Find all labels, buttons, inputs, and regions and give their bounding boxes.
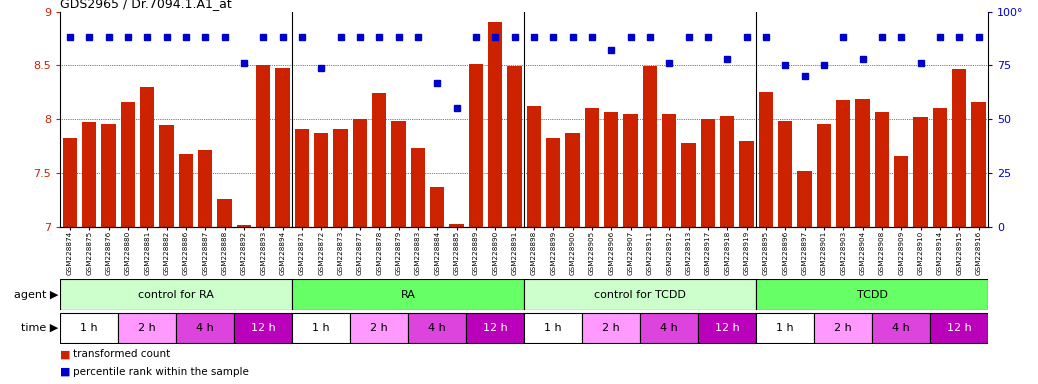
Bar	[872, 313, 930, 343]
Bar	[566, 133, 580, 227]
Text: 12 h: 12 h	[483, 323, 508, 333]
Bar	[198, 151, 213, 227]
Bar	[584, 108, 599, 227]
Bar	[293, 313, 350, 343]
Bar	[546, 137, 561, 227]
Bar	[759, 92, 773, 227]
Text: 1 h: 1 h	[312, 323, 330, 333]
Bar	[313, 133, 328, 227]
Text: ■: ■	[60, 349, 71, 359]
Text: ■: ■	[60, 367, 71, 377]
Bar	[604, 112, 619, 227]
Bar	[449, 224, 464, 227]
Bar	[855, 99, 870, 227]
Bar	[720, 116, 735, 227]
Text: agent ▶: agent ▶	[13, 290, 58, 300]
Bar	[408, 313, 466, 343]
Bar	[952, 69, 966, 227]
Text: 4 h: 4 h	[196, 323, 214, 333]
Bar	[875, 112, 890, 227]
Bar	[701, 119, 715, 227]
Text: control for TCDD: control for TCDD	[594, 290, 686, 300]
Text: 2 h: 2 h	[138, 323, 156, 333]
Bar	[972, 102, 986, 227]
Bar	[372, 93, 386, 227]
Text: 1 h: 1 h	[80, 323, 98, 333]
Bar	[333, 129, 348, 227]
Bar	[235, 313, 292, 343]
Bar	[681, 143, 695, 227]
Bar	[913, 117, 928, 227]
Bar	[179, 154, 193, 227]
Text: time ▶: time ▶	[21, 323, 58, 333]
Bar	[60, 280, 292, 310]
Text: 2 h: 2 h	[371, 323, 388, 333]
Text: 2 h: 2 h	[602, 323, 620, 333]
Bar	[350, 313, 408, 343]
Bar	[930, 313, 988, 343]
Bar	[102, 124, 116, 227]
Bar	[699, 313, 756, 343]
Bar	[508, 66, 522, 227]
Bar	[797, 171, 812, 227]
Text: 12 h: 12 h	[251, 323, 275, 333]
Text: percentile rank within the sample: percentile rank within the sample	[73, 367, 248, 377]
Bar	[140, 87, 155, 227]
Bar	[739, 141, 754, 227]
Bar	[817, 124, 831, 227]
Bar	[82, 122, 97, 227]
Text: 1 h: 1 h	[776, 323, 794, 333]
Bar	[120, 102, 135, 227]
Bar	[237, 225, 251, 227]
Bar	[582, 313, 640, 343]
Bar	[662, 114, 677, 227]
Bar	[256, 65, 271, 227]
Bar	[756, 313, 814, 343]
Text: 4 h: 4 h	[429, 323, 446, 333]
Bar	[836, 100, 850, 227]
Bar	[353, 119, 367, 227]
Bar	[466, 313, 524, 343]
Bar	[643, 66, 657, 227]
Bar	[526, 106, 541, 227]
Bar	[275, 68, 290, 227]
Bar	[159, 125, 173, 227]
Text: 1 h: 1 h	[544, 323, 562, 333]
Bar	[640, 313, 699, 343]
Text: 12 h: 12 h	[947, 323, 972, 333]
Bar	[295, 129, 309, 227]
Bar	[391, 121, 406, 227]
Bar	[524, 313, 582, 343]
Bar	[488, 22, 502, 227]
Bar	[777, 121, 792, 227]
Bar	[60, 313, 118, 343]
Bar	[62, 137, 77, 227]
Bar	[430, 187, 444, 227]
Text: control for RA: control for RA	[138, 290, 214, 300]
Bar	[894, 156, 908, 227]
Bar	[411, 148, 426, 227]
Bar	[623, 114, 637, 227]
Bar	[932, 108, 947, 227]
Text: 4 h: 4 h	[893, 323, 910, 333]
Bar	[756, 280, 988, 310]
Text: 12 h: 12 h	[715, 323, 739, 333]
Bar	[468, 64, 483, 227]
Bar	[814, 313, 872, 343]
Text: 2 h: 2 h	[835, 323, 852, 333]
Bar	[293, 280, 524, 310]
Text: transformed count: transformed count	[73, 349, 170, 359]
Bar	[217, 199, 231, 227]
Bar	[118, 313, 176, 343]
Bar	[176, 313, 235, 343]
Bar	[524, 280, 756, 310]
Text: 4 h: 4 h	[660, 323, 678, 333]
Text: GDS2965 / Dr.7094.1.A1_at: GDS2965 / Dr.7094.1.A1_at	[60, 0, 231, 10]
Text: TCDD: TCDD	[856, 290, 887, 300]
Text: RA: RA	[401, 290, 415, 300]
